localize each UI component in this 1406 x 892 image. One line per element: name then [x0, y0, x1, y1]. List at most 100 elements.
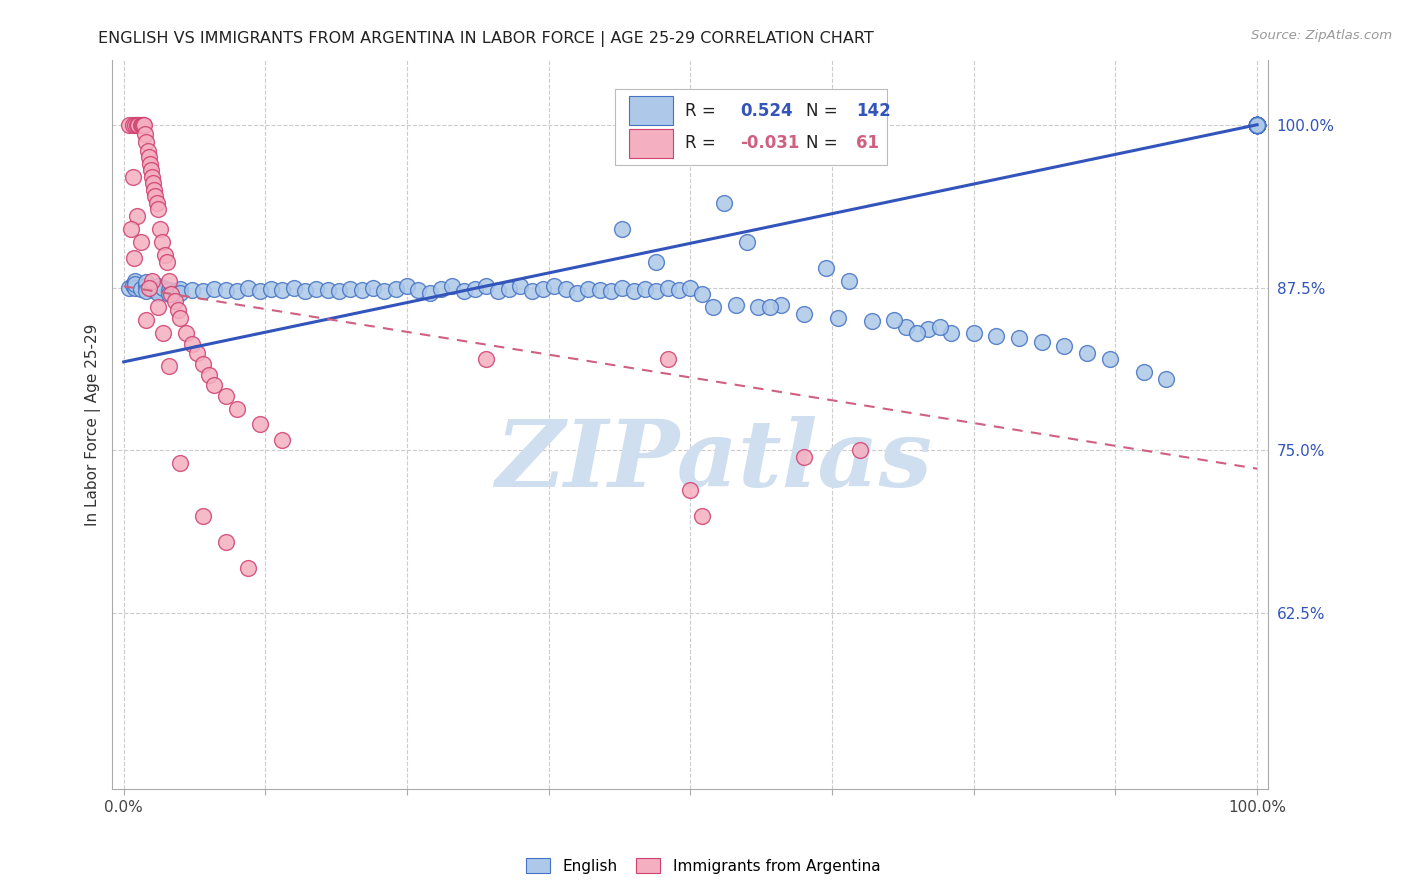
Point	[1246, 118, 1268, 132]
Point	[152, 280, 174, 294]
FancyBboxPatch shape	[616, 89, 887, 165]
Point	[156, 254, 179, 268]
Point	[1246, 118, 1268, 132]
Point	[747, 300, 769, 314]
Bar	[628, 96, 673, 125]
Text: ZIPatlas: ZIPatlas	[495, 416, 932, 506]
Point	[1246, 118, 1268, 132]
Point	[713, 195, 735, 210]
Point	[1246, 118, 1268, 132]
Point	[1246, 118, 1268, 132]
Point	[118, 118, 141, 132]
Point	[138, 150, 160, 164]
Point	[1246, 118, 1268, 132]
Point	[1246, 118, 1268, 132]
Point	[815, 260, 838, 275]
Point	[135, 135, 157, 149]
Point	[475, 279, 498, 293]
Point	[657, 352, 679, 367]
Point	[135, 285, 157, 299]
Point	[186, 345, 208, 359]
Point	[136, 144, 159, 158]
Point	[169, 310, 191, 325]
Point	[1246, 118, 1268, 132]
Point	[1246, 118, 1268, 132]
Point	[1246, 118, 1268, 132]
Point	[1246, 118, 1268, 132]
Point	[1246, 118, 1268, 132]
Point	[520, 285, 543, 299]
Point	[1246, 118, 1268, 132]
Point	[860, 314, 883, 328]
Point	[1246, 118, 1268, 132]
Point	[498, 282, 520, 296]
Point	[1246, 118, 1268, 132]
Point	[1246, 118, 1268, 132]
Point	[191, 508, 214, 523]
Point	[894, 319, 917, 334]
Point	[578, 282, 600, 296]
Point	[197, 368, 219, 382]
Point	[121, 277, 143, 292]
Point	[118, 280, 141, 294]
Point	[1246, 118, 1268, 132]
Point	[543, 279, 565, 293]
Point	[249, 417, 271, 432]
Point	[668, 283, 690, 297]
Point	[1132, 365, 1154, 379]
Text: R =: R =	[685, 102, 721, 120]
Point	[770, 297, 793, 311]
Point	[1098, 352, 1121, 367]
Point	[138, 280, 160, 294]
Point	[149, 222, 172, 236]
Point	[1246, 118, 1268, 132]
Point	[612, 280, 634, 294]
Point	[127, 118, 149, 132]
Point	[1246, 118, 1268, 132]
Point	[127, 118, 149, 132]
Point	[464, 282, 486, 296]
Point	[1246, 118, 1268, 132]
Point	[339, 282, 361, 296]
Point	[1246, 118, 1268, 132]
Point	[1008, 331, 1031, 345]
Point	[1246, 118, 1268, 132]
Point	[146, 279, 169, 293]
Point	[238, 280, 260, 294]
Point	[127, 209, 149, 223]
Point	[139, 163, 162, 178]
Text: -0.031: -0.031	[740, 135, 800, 153]
Point	[191, 285, 214, 299]
Point	[238, 560, 260, 574]
Point	[1246, 118, 1268, 132]
Point	[167, 302, 190, 317]
Point	[645, 285, 668, 299]
Point	[1031, 335, 1053, 350]
Point	[169, 285, 191, 300]
Point	[589, 283, 612, 297]
Point	[294, 285, 316, 299]
Point	[600, 285, 623, 299]
Point	[1246, 118, 1268, 132]
Point	[1246, 118, 1268, 132]
Point	[735, 235, 758, 249]
Point	[1246, 118, 1268, 132]
Text: ENGLISH VS IMMIGRANTS FROM ARGENTINA IN LABOR FORCE | AGE 25-29 CORRELATION CHAR: ENGLISH VS IMMIGRANTS FROM ARGENTINA IN …	[98, 31, 875, 47]
Point	[1246, 118, 1268, 132]
Point	[152, 326, 174, 341]
Point	[883, 313, 905, 327]
Point	[160, 287, 183, 301]
Point	[634, 282, 657, 296]
Point	[905, 326, 928, 341]
Point	[350, 283, 373, 297]
Point	[146, 300, 169, 314]
Point	[141, 282, 163, 296]
Point	[142, 177, 165, 191]
Point	[174, 326, 197, 341]
Point	[215, 534, 238, 549]
Point	[124, 274, 146, 288]
Point	[157, 359, 180, 373]
Point	[475, 352, 498, 367]
Point	[1246, 118, 1268, 132]
Point	[129, 282, 152, 296]
